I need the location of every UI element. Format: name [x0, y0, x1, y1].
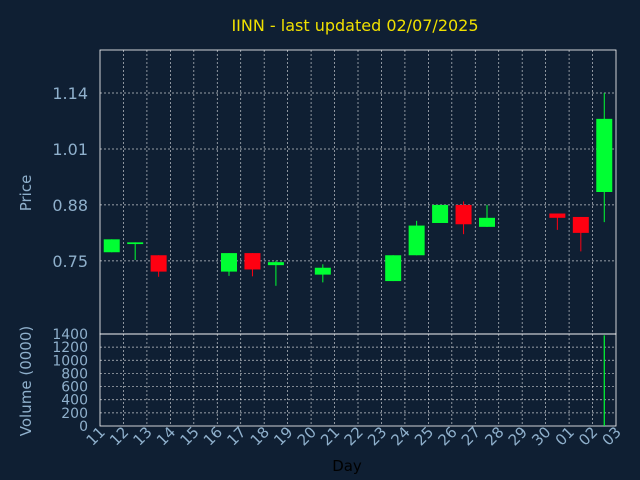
x-tick-label: 16	[200, 423, 226, 449]
x-tick-label: 23	[364, 423, 390, 449]
candle-body	[479, 217, 495, 227]
volume-tick-label: 200	[61, 406, 88, 422]
x-tick-label: 22	[341, 423, 367, 449]
candle-body	[314, 267, 331, 275]
price-axis-label: Price	[17, 175, 35, 212]
chart-title: IINN - last updated 02/07/2025	[231, 16, 478, 35]
x-tick-label: 29	[505, 423, 531, 449]
candle-body	[221, 253, 237, 272]
volume-tick-label: 1200	[52, 340, 88, 356]
x-tick-label: 14	[153, 423, 179, 449]
x-tick-label: 21	[317, 423, 343, 449]
volume-tick-label: 0	[79, 419, 88, 435]
candle-body	[103, 239, 120, 253]
candle-body	[572, 216, 589, 233]
x-tick-label: 26	[434, 423, 460, 449]
x-tick-label: 17	[223, 423, 249, 449]
volume-axis-label: Volume (0000)	[17, 326, 35, 436]
x-tick-label: 30	[528, 423, 554, 449]
price-tick-label: 1.14	[52, 84, 88, 103]
price-tick-label: 0.88	[52, 196, 88, 215]
price-tick-label: 0.75	[52, 252, 88, 271]
candle-body	[432, 204, 449, 223]
price-tick-label: 1.01	[52, 140, 88, 159]
grid-layer	[100, 50, 616, 426]
labels-layer: 0.750.881.011.14020040060080010001200140…	[52, 84, 624, 449]
candle-body	[408, 225, 425, 256]
volume-tick-label: 1000	[52, 353, 88, 369]
x-tick-label: 02	[575, 423, 601, 449]
x-tick-label: 18	[247, 423, 273, 449]
x-tick-label: 19	[270, 423, 296, 449]
candle-body	[127, 242, 144, 245]
volume-tick-label: 800	[61, 366, 88, 382]
candle-body	[455, 204, 472, 225]
x-tick-label: 20	[294, 423, 320, 449]
frame-layer	[99, 49, 617, 427]
x-tick-label: 15	[176, 423, 202, 449]
x-tick-label: 24	[388, 423, 414, 449]
volume-tick-label: 400	[61, 393, 88, 409]
x-tick-label: 27	[458, 423, 484, 449]
x-tick-label: 01	[552, 423, 578, 449]
candle-body	[385, 255, 402, 282]
x-axis-label: Day	[332, 457, 362, 475]
x-tick-label: 03	[599, 423, 625, 449]
x-tick-label: 13	[130, 423, 156, 449]
candle-body	[267, 262, 284, 266]
volume-tick-label: 600	[61, 380, 88, 396]
x-tick-label: 25	[411, 423, 437, 449]
volume-tick-label: 1400	[52, 327, 88, 343]
candle-body	[596, 118, 613, 192]
candle-body	[150, 255, 167, 272]
volume-panel-frame	[99, 333, 617, 427]
candle-body	[244, 253, 261, 270]
x-tick-label: 28	[481, 423, 507, 449]
marks-layer	[103, 93, 613, 426]
candle-body	[549, 213, 566, 218]
x-tick-label: 12	[106, 423, 132, 449]
